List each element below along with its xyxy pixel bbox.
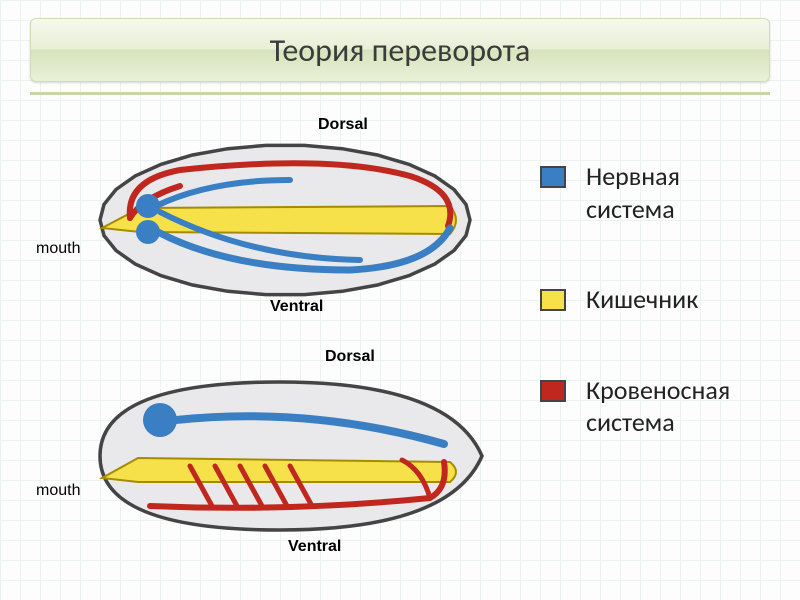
legend-item-gut: Кишечник (540, 283, 790, 316)
legend-label-gut: Кишечник (586, 283, 698, 316)
label-ventral-2: Ventral (288, 538, 341, 556)
diagram-area: Dorsal mouth Ventral Dorsal mouth Ventra… (30, 110, 530, 580)
label-mouth-2: mouth (36, 482, 80, 500)
swatch-blood (540, 380, 566, 402)
label-mouth-1: mouth (36, 240, 80, 258)
legend: Нервнаясистема Кишечник Кровеноснаясисте… (540, 160, 790, 497)
title-bar: Теория переворота (30, 18, 770, 82)
label-dorsal-2: Dorsal (325, 348, 375, 366)
swatch-nervous (540, 166, 566, 188)
legend-label-nervous: Нервнаясистема (586, 160, 680, 225)
organisms-svg (30, 110, 530, 580)
legend-item-nervous: Нервнаясистема (540, 160, 790, 225)
page-title: Теория переворота (270, 31, 531, 70)
label-ventral-1: Ventral (270, 298, 323, 316)
swatch-gut (540, 289, 566, 311)
legend-label-blood: Кровеноснаясистема (586, 374, 730, 439)
legend-item-blood: Кровеноснаясистема (540, 374, 790, 439)
title-underline (30, 92, 770, 95)
label-dorsal-1: Dorsal (318, 116, 368, 134)
